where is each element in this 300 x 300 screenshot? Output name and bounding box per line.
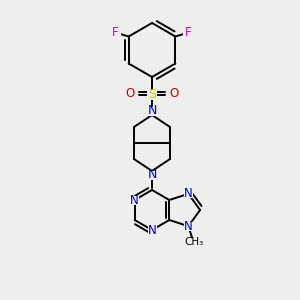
Text: S: S [148,88,156,101]
Text: N: N [184,220,193,233]
Text: N: N [147,104,157,118]
Bar [184,238,202,247]
Text: F: F [112,26,119,39]
Text: O: O [125,87,135,100]
Bar [169,88,179,99]
Text: N: N [130,194,139,206]
Bar [148,106,157,116]
Bar [111,28,121,37]
Bar [183,28,194,37]
Text: F: F [185,26,192,39]
Text: N: N [184,187,193,200]
Bar [148,170,157,179]
Bar [130,196,139,205]
Text: CH₃: CH₃ [184,237,203,247]
Text: O: O [169,87,178,100]
Bar [125,88,135,99]
Bar [184,222,193,231]
Bar [147,90,157,100]
Text: N: N [147,169,157,182]
Bar [184,189,193,198]
Text: N: N [148,224,156,236]
Bar [148,226,157,235]
